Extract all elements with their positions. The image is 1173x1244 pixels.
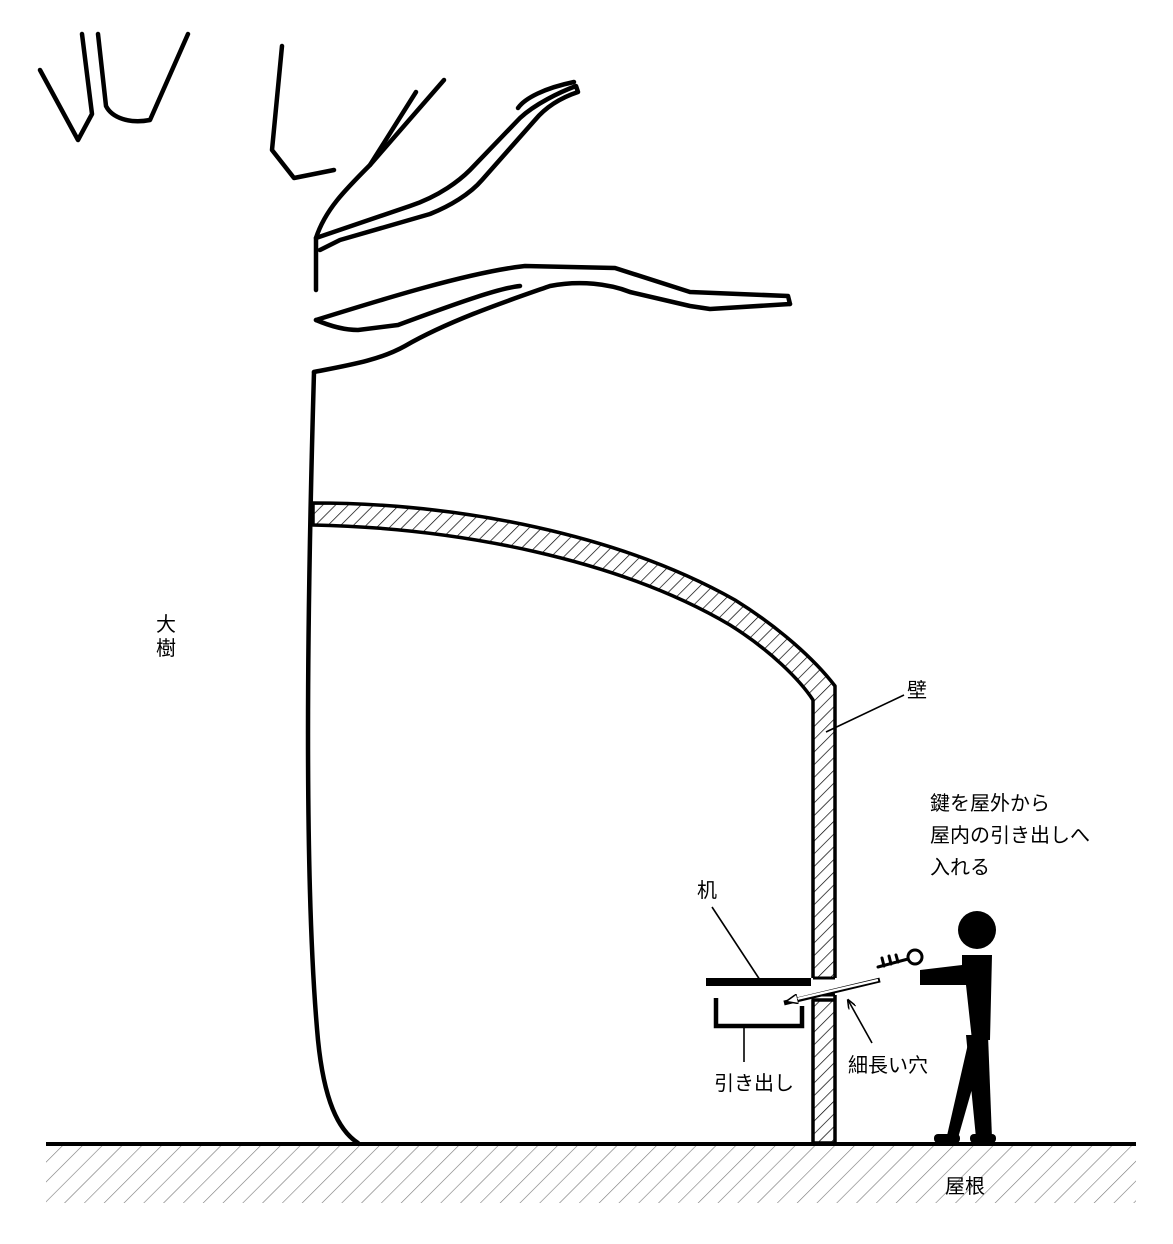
drawer [713, 998, 805, 1029]
tree-trunk-left [305, 369, 361, 1146]
key-icon [876, 948, 924, 969]
slot-label: 細長い穴 [848, 1053, 928, 1077]
tree-branch-middle-under [313, 283, 523, 333]
tree-trunk-right [311, 280, 793, 375]
tree-twig-3 [269, 43, 337, 181]
tree-branch-upper-top [515, 79, 577, 111]
tree-branch-upper-left [313, 89, 419, 241]
tree-label-2: 樹 [156, 636, 176, 660]
instruction-line-3: 入れる [930, 855, 990, 879]
tree-branch-middle [313, 263, 793, 323]
drawer-label: 引き出し [714, 1071, 794, 1095]
leader-lines [711, 694, 905, 1062]
tree-twig-1 [37, 31, 95, 143]
desk-label: 机 [697, 878, 717, 902]
tree-branch-upper-left2 [367, 77, 447, 168]
wall-label: 壁 [907, 678, 927, 702]
desk-leader [711, 906, 761, 981]
ceiling-wall [311, 501, 837, 1145]
desk-top [706, 978, 811, 986]
instruction-line-2: 屋内の引き出しへ [930, 823, 1090, 847]
instruction-line-1: 鍵を屋外から [930, 791, 1050, 815]
person-icon [920, 911, 996, 1143]
tree-twig-2 [95, 31, 191, 124]
roof-label: 屋根 [945, 1174, 985, 1198]
tree-label-1: 大 [156, 612, 176, 636]
slot-leader [848, 1000, 873, 1044]
wall-leader [825, 694, 905, 733]
tree [37, 31, 793, 1146]
roof-hatch [46, 1145, 1136, 1203]
tree-branch-upper [313, 83, 581, 293]
